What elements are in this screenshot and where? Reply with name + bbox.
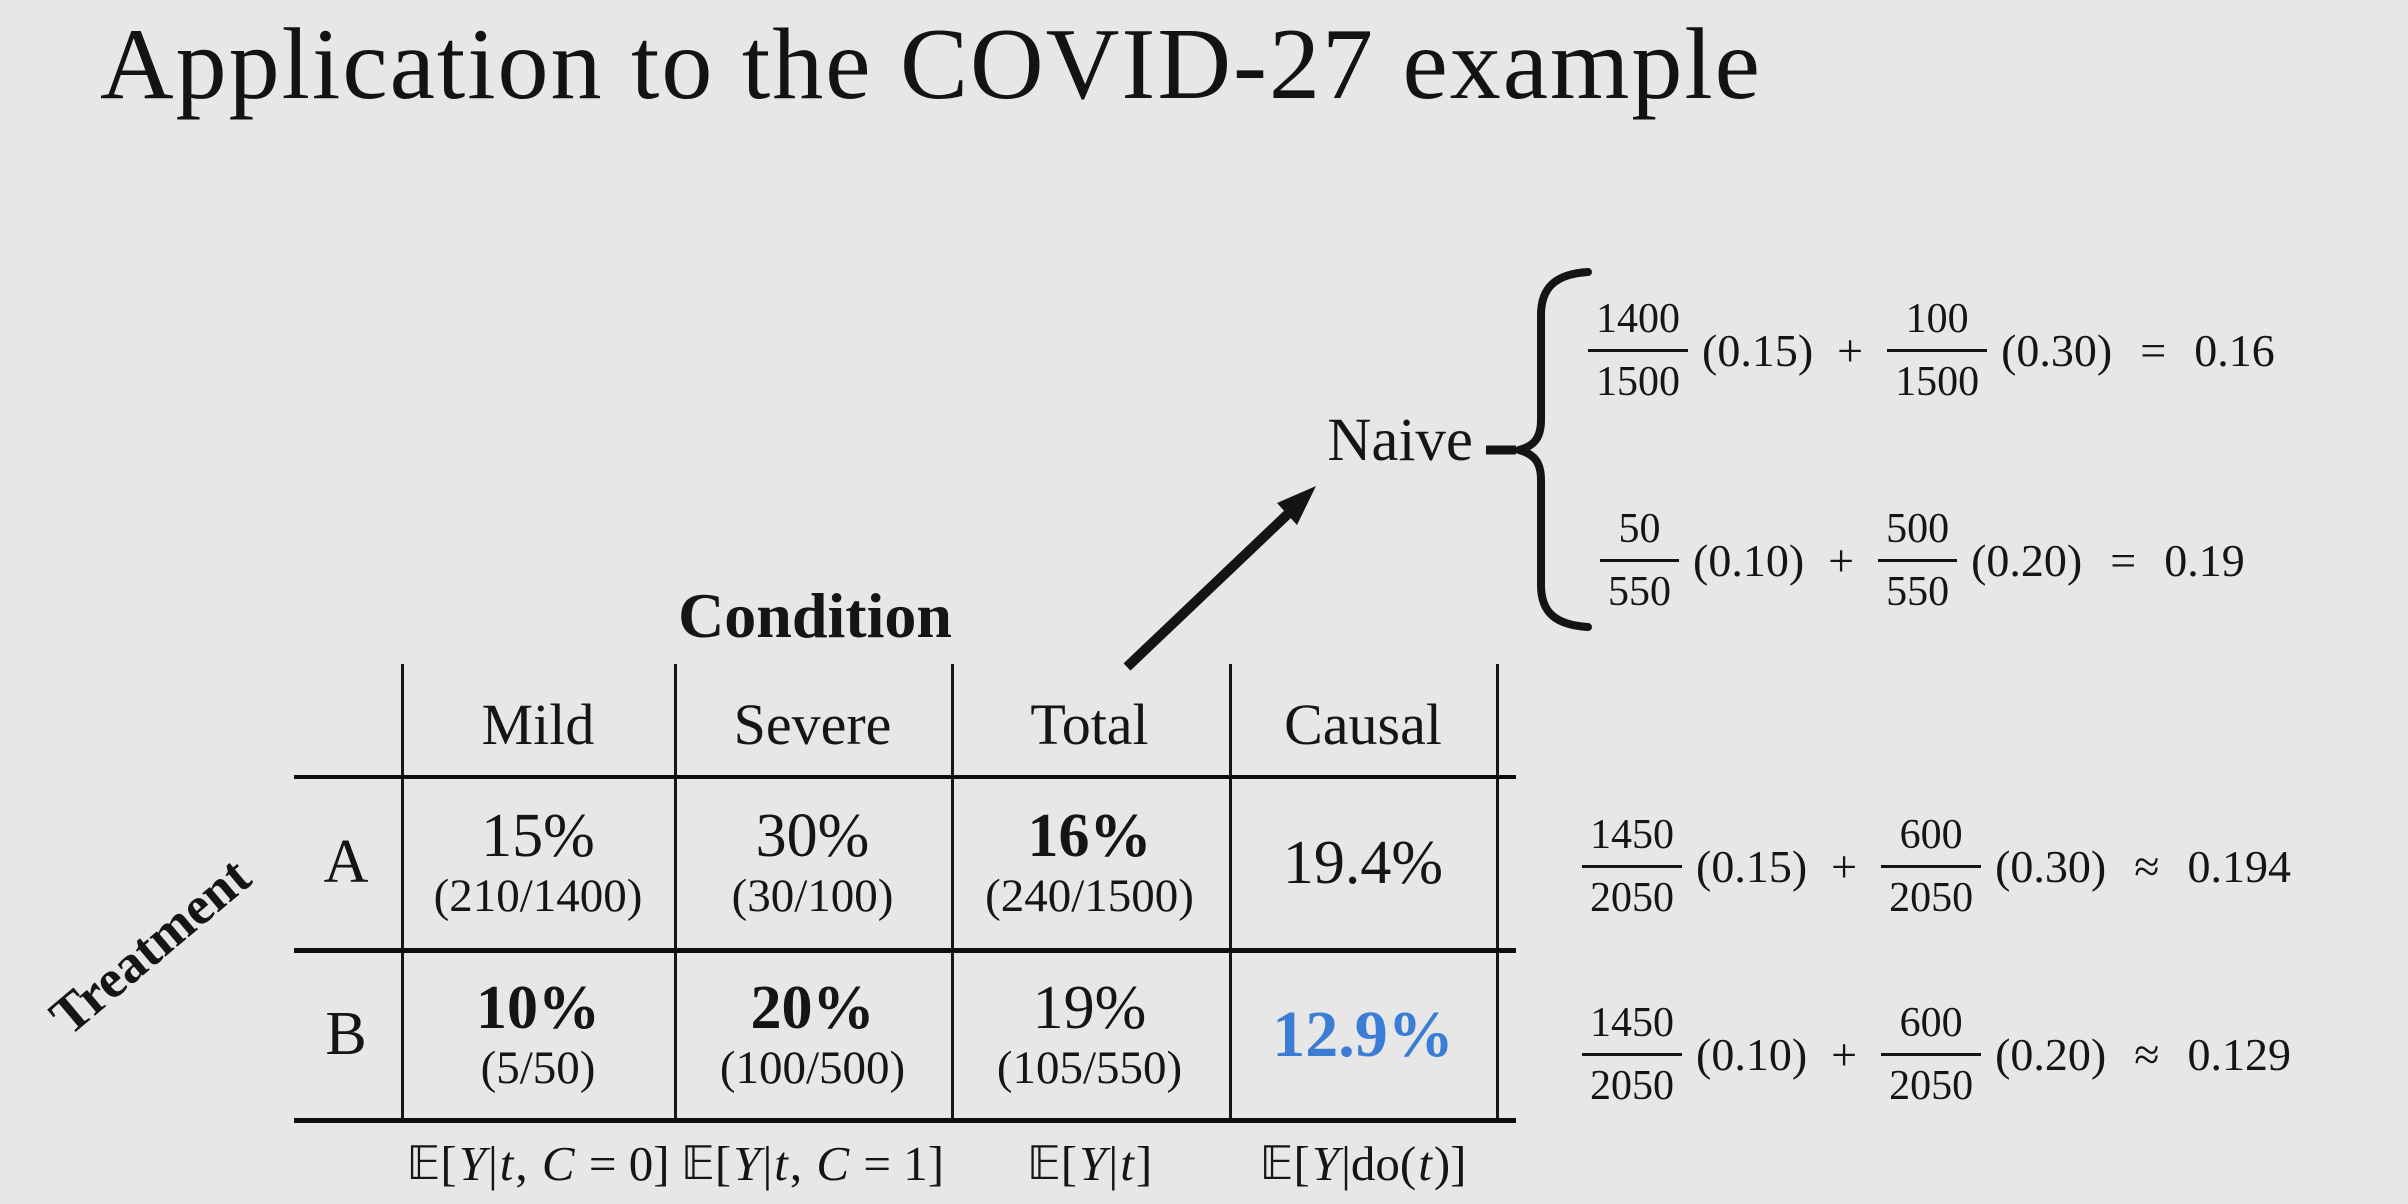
factor: (0.15) bbox=[1702, 324, 1814, 376]
table-cell: 30% (30/100) bbox=[677, 780, 948, 945]
cell-detail: (240/1500) bbox=[985, 870, 1194, 922]
cell-value: 10% bbox=[476, 974, 600, 1042]
denominator: 1500 bbox=[1887, 348, 1988, 403]
denominator: 550 bbox=[1600, 558, 1679, 613]
footer-formula-severe: 𝔼[Y | t, C = 1] bbox=[680, 1135, 945, 1191]
column-header-causal: Causal bbox=[1284, 691, 1442, 757]
numerator: 1450 bbox=[1590, 999, 1674, 1046]
cell-detail: (30/100) bbox=[731, 870, 894, 922]
plus-operator: + bbox=[1831, 840, 1858, 892]
fraction: 600 2050 bbox=[1881, 999, 1982, 1107]
relation-sign: ≈ bbox=[2134, 1028, 2160, 1080]
plus-operator: + bbox=[1831, 1028, 1858, 1080]
denominator: 550 bbox=[1878, 558, 1958, 613]
fraction: 1450 2050 bbox=[1582, 1002, 1682, 1107]
relation-sign: = bbox=[2140, 324, 2167, 376]
cell-detail: (5/50) bbox=[480, 1042, 596, 1094]
column-header-total: Total bbox=[1030, 691, 1149, 757]
fraction: 100 1500 bbox=[1887, 295, 1988, 403]
table-cell: 10% (5/50) bbox=[404, 953, 672, 1116]
footer-formula-mild: 𝔼[Y | t, C = 0] bbox=[406, 1135, 670, 1191]
table-cell: 15% (210/1400) bbox=[404, 780, 672, 945]
numerator: 600 bbox=[1899, 999, 1963, 1046]
equation-result: 0.194 bbox=[2187, 840, 2291, 892]
table-cell: 19% (105/550) bbox=[953, 953, 1226, 1116]
column-header-severe: Severe bbox=[733, 691, 892, 757]
table-vline bbox=[951, 664, 954, 1122]
equation-result: 0.16 bbox=[2194, 324, 2275, 376]
fraction: 1450 2050 bbox=[1582, 814, 1682, 919]
relation-sign: ≈ bbox=[2134, 840, 2160, 892]
table-vline bbox=[401, 664, 404, 1122]
factor: (0.30) bbox=[2001, 324, 2113, 376]
denominator: 2050 bbox=[1881, 864, 1982, 919]
treatment-label: Treatment bbox=[38, 845, 262, 1047]
fraction: 50 550 bbox=[1600, 508, 1679, 613]
table-vline bbox=[674, 664, 677, 1122]
denominator: 1500 bbox=[1588, 348, 1688, 403]
numerator: 500 bbox=[1886, 505, 1950, 552]
numerator: 100 bbox=[1905, 295, 1969, 342]
cell-value: 30% bbox=[755, 802, 870, 870]
condition-label: Condition bbox=[678, 580, 952, 651]
factor: (0.10) bbox=[1696, 1028, 1808, 1080]
numerator: 50 bbox=[1618, 505, 1661, 552]
table-cell: 12.9% bbox=[1232, 953, 1494, 1116]
relation-sign: = bbox=[2110, 534, 2137, 586]
cell-value-causal-b: 12.9% bbox=[1272, 997, 1454, 1071]
denominator: 2050 bbox=[1582, 1052, 1682, 1107]
cell-detail: (100/500) bbox=[719, 1042, 906, 1094]
equation-result: 0.19 bbox=[2164, 534, 2245, 586]
table-hline bbox=[294, 1118, 1516, 1123]
cell-value: 15% bbox=[481, 802, 595, 870]
row-label-b: B bbox=[325, 1000, 367, 1068]
naive-label: Naive bbox=[1327, 407, 1473, 474]
factor: (0.20) bbox=[1971, 534, 2083, 586]
table-hline bbox=[294, 948, 1516, 953]
factor: (0.20) bbox=[1995, 1028, 2107, 1080]
plus-operator: + bbox=[1837, 324, 1864, 376]
fraction: 1400 1500 bbox=[1588, 298, 1688, 403]
numerator: 1450 bbox=[1590, 811, 1674, 858]
plus-operator: + bbox=[1828, 534, 1855, 586]
footer-formula-total: 𝔼[Y | t] bbox=[1026, 1135, 1153, 1191]
naive-brace bbox=[1515, 268, 1592, 631]
numerator: 1400 bbox=[1596, 295, 1680, 342]
cell-value: 20% bbox=[750, 974, 875, 1042]
cell-detail: (210/1400) bbox=[433, 870, 643, 922]
naive-equation-b: 50 550 (0.10) + 500 550 (0.20) = 0.19 bbox=[1600, 493, 2245, 627]
equation-result: 0.129 bbox=[2187, 1028, 2291, 1080]
table-cell: 16% (240/1500) bbox=[953, 780, 1226, 945]
table-vline bbox=[1229, 664, 1232, 1122]
factor: (0.15) bbox=[1696, 840, 1808, 892]
fraction: 500 550 bbox=[1878, 505, 1958, 613]
column-header-mild: Mild bbox=[481, 691, 595, 757]
table-hline bbox=[294, 775, 1516, 779]
cell-value: 16% bbox=[1027, 802, 1152, 870]
naive-equation-a: 1400 1500 (0.15) + 100 1500 (0.30) = 0.1… bbox=[1588, 283, 2275, 417]
factor: (0.30) bbox=[1995, 840, 2107, 892]
table-vline bbox=[1496, 664, 1499, 1122]
denominator: 2050 bbox=[1881, 1052, 1982, 1107]
causal-equation-a: 1450 2050 (0.15) + 600 2050 (0.30) ≈ 0.1… bbox=[1582, 799, 2291, 933]
row-label-a: A bbox=[323, 828, 369, 896]
cell-value: 19.4% bbox=[1282, 828, 1444, 897]
footer-formula-causal: 𝔼[Y | do(t)] bbox=[1259, 1135, 1467, 1191]
table-cell: 19.4% bbox=[1232, 780, 1494, 945]
denominator: 2050 bbox=[1582, 864, 1682, 919]
factor: (0.10) bbox=[1693, 534, 1805, 586]
cell-value: 19% bbox=[1032, 974, 1147, 1042]
numerator: 600 bbox=[1899, 811, 1963, 858]
slide-title: Application to the COVID-27 example bbox=[100, 8, 1762, 121]
fraction: 600 2050 bbox=[1881, 811, 1982, 919]
table-cell: 20% (100/500) bbox=[677, 953, 948, 1116]
naive-arrowhead bbox=[1277, 486, 1316, 525]
cell-detail: (105/550) bbox=[996, 1042, 1183, 1094]
causal-equation-b: 1450 2050 (0.10) + 600 2050 (0.20) ≈ 0.1… bbox=[1582, 987, 2291, 1121]
